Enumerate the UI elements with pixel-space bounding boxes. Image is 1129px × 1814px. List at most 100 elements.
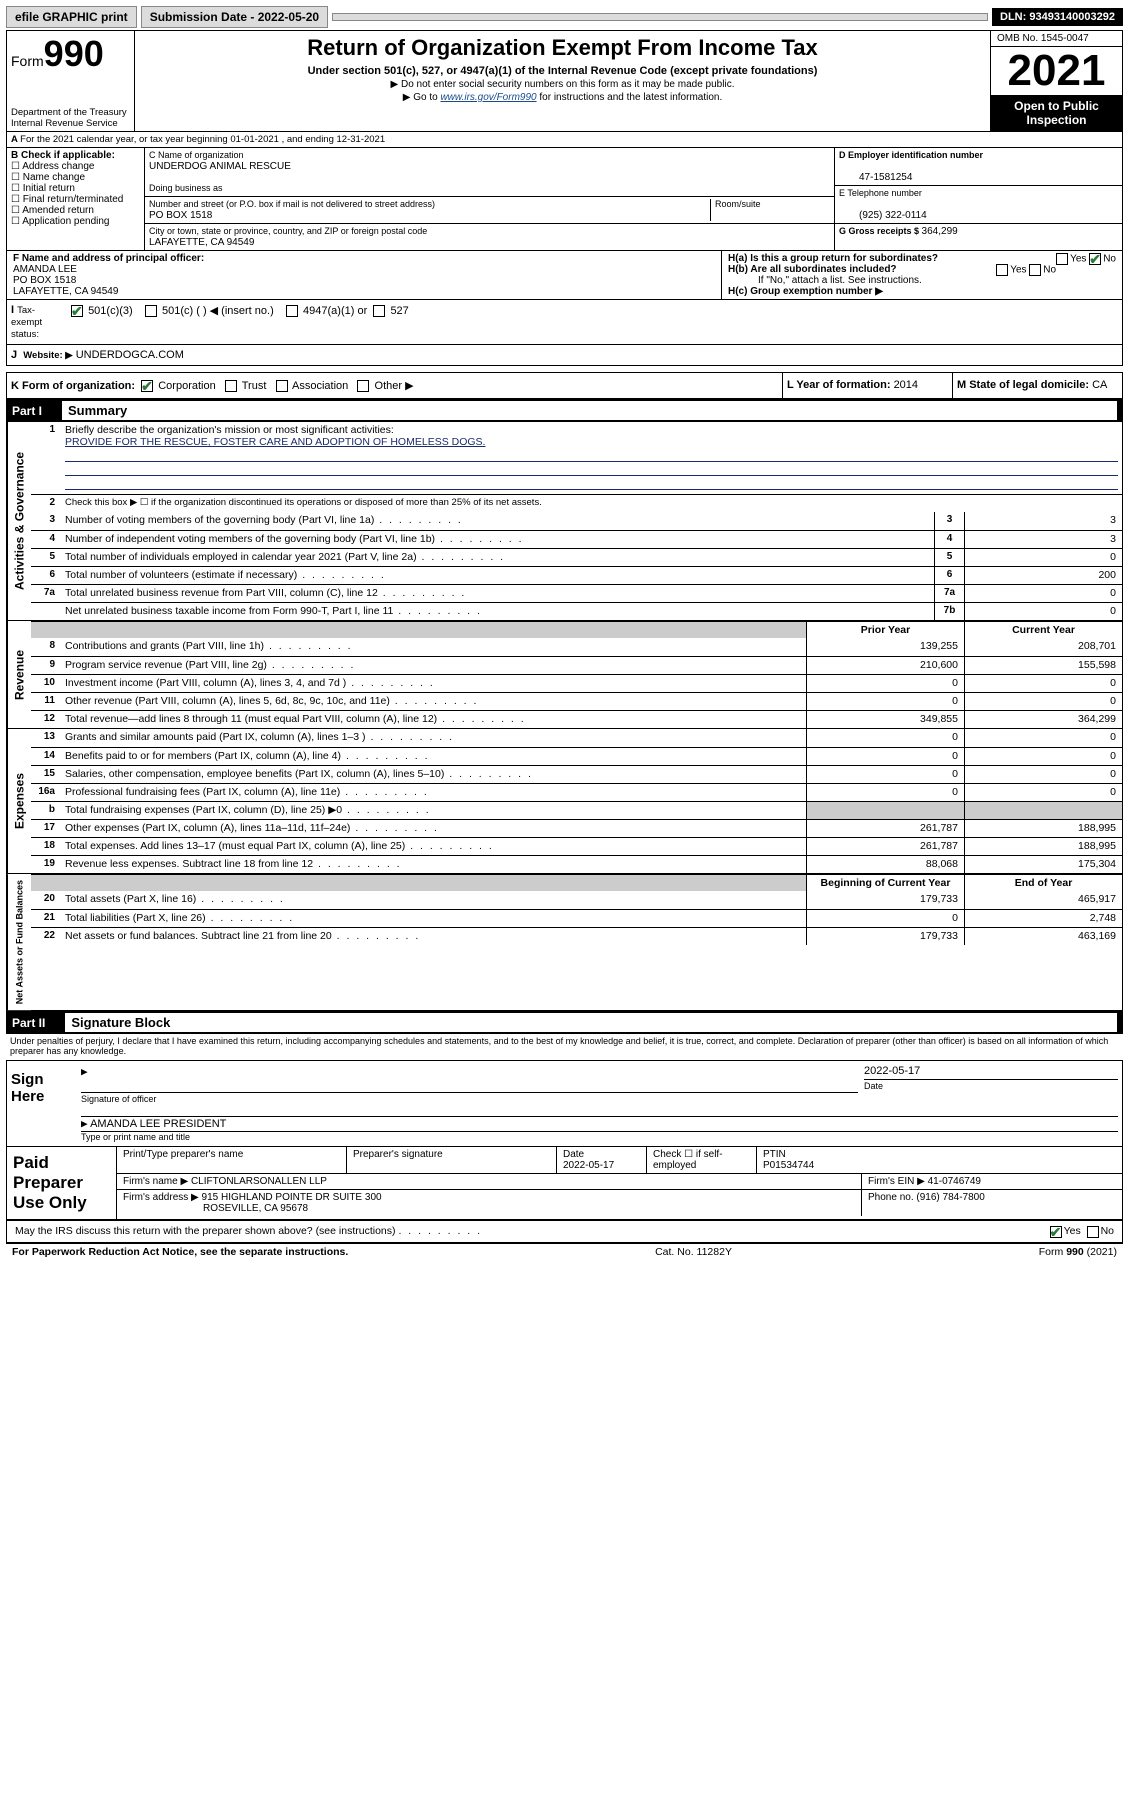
e-label: E Telephone number (839, 188, 922, 198)
summary-line: 4Number of independent voting members of… (31, 530, 1122, 548)
d-label: D Employer identification number (839, 150, 983, 160)
date-label: Date (864, 1079, 1118, 1091)
website: UNDERDOGCA.COM (76, 349, 184, 361)
chk-pending[interactable]: Application pending (22, 216, 109, 227)
chk-initial[interactable]: Initial return (23, 183, 75, 194)
hb-row: H(b) Are all subordinates included? Yes … (728, 264, 1116, 275)
m-cell: M State of legal domicile: CA (952, 373, 1122, 398)
preparer-sig-col: Preparer's signature (347, 1147, 557, 1173)
summary-line: 14Benefits paid to or for members (Part … (31, 747, 1122, 765)
summary-line: 8Contributions and grants (Part VIII, li… (31, 638, 1122, 656)
summary-line: 13Grants and similar amounts paid (Part … (31, 729, 1122, 747)
eoy-head: End of Year (964, 875, 1122, 891)
firm-addr-label: Firm's address ▶ (123, 1192, 199, 1203)
mission-text: PROVIDE FOR THE RESCUE, FOSTER CARE AND … (65, 436, 485, 448)
ein-value: 47-1581254 (839, 172, 912, 183)
b-label: B Check if applicable: (11, 150, 115, 161)
f-label: F Name and address of principal officer: (13, 253, 715, 264)
chk-amended[interactable]: Amended return (22, 205, 94, 216)
org-address: PO BOX 1518 (149, 210, 212, 221)
room-label: Room/suite (710, 199, 830, 221)
summary-line: 9Program service revenue (Part VIII, lin… (31, 656, 1122, 674)
c-label: C Name of organization (149, 150, 244, 160)
summary-line: Net unrelated business taxable income fr… (31, 602, 1122, 620)
chk-final[interactable]: Final return/terminated (23, 194, 124, 205)
summary-line: 3Number of voting members of the governi… (31, 512, 1122, 530)
addr-label: Number and street (or P.O. box if mail i… (149, 199, 435, 209)
k-row: K Form of organization: Corporation Trus… (7, 373, 782, 398)
part-i-header: Part I Summary (6, 399, 1123, 422)
footer-mid: Cat. No. 11282Y (655, 1246, 732, 1258)
summary-line: 15Salaries, other compensation, employee… (31, 765, 1122, 783)
footer-left: For Paperwork Reduction Act Notice, see … (12, 1246, 348, 1258)
prep-date: 2022-05-17 (563, 1160, 614, 1171)
firm-addr: 915 HIGHLAND POINTE DR SUITE 300 (202, 1192, 382, 1203)
side-expenses: Expenses (7, 729, 31, 873)
paid-preparer-label: Paid Preparer Use Only (7, 1147, 117, 1219)
form-number: Form990 (11, 33, 130, 75)
goto-note: ▶ Go to www.irs.gov/Form990 for instruct… (139, 92, 986, 103)
block-b-checks: B Check if applicable: ☐ Address change … (7, 148, 145, 250)
org-name: UNDERDOG ANIMAL RESCUE (149, 161, 291, 172)
ptin-val: P01534744 (763, 1160, 814, 1171)
firm-name: CLIFTONLARSONALLEN LLP (191, 1176, 327, 1187)
line2-text: Check this box ▶ ☐ if the organization d… (61, 495, 1122, 512)
i-label: Tax-exempt status: (11, 305, 42, 340)
sign-here-label: Sign Here (7, 1061, 77, 1146)
sig-date: 2022-05-17 (864, 1065, 920, 1077)
arrow-icon: ▶ (81, 1065, 88, 1078)
hb-note: If "No," attach a list. See instructions… (728, 275, 1116, 286)
summary-line: 17Other expenses (Part IX, column (A), l… (31, 819, 1122, 837)
firm-name-label: Firm's name ▶ (123, 1176, 188, 1187)
l-cell: L Year of formation: 2014 (782, 373, 952, 398)
top-toolbar: efile GRAPHIC print Submission Date - 20… (6, 6, 1123, 28)
arrow-icon: ▶ (81, 1117, 88, 1130)
officer-name: AMANDA LEE (13, 264, 715, 275)
summary-line: 16aProfessional fundraising fees (Part I… (31, 783, 1122, 801)
current-year-head: Current Year (964, 622, 1122, 638)
dln-label: DLN: 93493140003292 (992, 8, 1123, 26)
officer-addr: PO BOX 1518 (13, 275, 715, 286)
firm-ein: 41-0746749 (928, 1176, 981, 1187)
summary-line: 7aTotal unrelated business revenue from … (31, 584, 1122, 602)
summary-line: 18Total expenses. Add lines 13–17 (must … (31, 837, 1122, 855)
side-net-assets: Net Assets or Fund Balances (7, 874, 31, 1010)
self-emp-col: Check ☐ if self-employed (647, 1147, 757, 1173)
firm-phone: (916) 784-7800 (916, 1192, 984, 1203)
irs-link[interactable]: www.irs.gov/Form990 (440, 92, 536, 103)
footer-right: Form 990 (2021) (1039, 1246, 1117, 1258)
gross-receipts: 364,299 (922, 226, 958, 237)
form-header: Form990 Department of the Treasury Inter… (6, 30, 1123, 132)
summary-line: 20Total assets (Part X, line 16)179,7334… (31, 891, 1122, 909)
ptin-label: PTIN (763, 1149, 786, 1160)
sig-officer-label: Signature of officer (81, 1092, 858, 1104)
summary-line: 12Total revenue—add lines 8 through 11 (… (31, 710, 1122, 728)
declaration-text: Under penalties of perjury, I declare th… (6, 1034, 1123, 1058)
tax-status-row: 501(c)(3) 501(c) ( ) ◀ (insert no.) 4947… (67, 300, 1122, 344)
summary-line: 6Total number of volunteers (estimate if… (31, 566, 1122, 584)
open-inspection: Open to Public Inspection (991, 95, 1122, 131)
form-title: Return of Organization Exempt From Incom… (139, 35, 986, 61)
omb-number: OMB No. 1545-0047 (991, 31, 1122, 47)
irs-label: Internal Revenue Service (11, 118, 127, 129)
dba-label: Doing business as (149, 183, 223, 193)
efile-button[interactable]: efile GRAPHIC print (6, 6, 137, 28)
firm-city: ROSEVILLE, CA 95678 (123, 1203, 308, 1214)
summary-line: 10Investment income (Part VIII, column (… (31, 674, 1122, 692)
boy-head: Beginning of Current Year (806, 875, 964, 891)
discuss-yesno[interactable]: Yes No (958, 1223, 1118, 1239)
hc-row: H(c) Group exemption number ▶ (728, 286, 1116, 297)
name-title-label: Type or print name and title (81, 1131, 1118, 1142)
summary-line: bTotal fundraising expenses (Part IX, co… (31, 801, 1122, 819)
discuss-text: May the IRS discuss this return with the… (11, 1223, 958, 1239)
chk-address[interactable]: Address change (22, 161, 94, 172)
summary-line: 5Total number of individuals employed in… (31, 548, 1122, 566)
chk-name[interactable]: Name change (23, 172, 85, 183)
part-ii-header: Part II Signature Block (6, 1011, 1123, 1034)
firm-ein-label: Firm's EIN ▶ (868, 1176, 925, 1187)
summary-line: 22Net assets or fund balances. Subtract … (31, 927, 1122, 945)
summary-line: 11Other revenue (Part VIII, column (A), … (31, 692, 1122, 710)
line-a: A For the 2021 calendar year, or tax yea… (7, 132, 389, 147)
org-city: LAFAYETTE, CA 94549 (149, 237, 254, 248)
prep-date-label: Date (563, 1149, 584, 1160)
